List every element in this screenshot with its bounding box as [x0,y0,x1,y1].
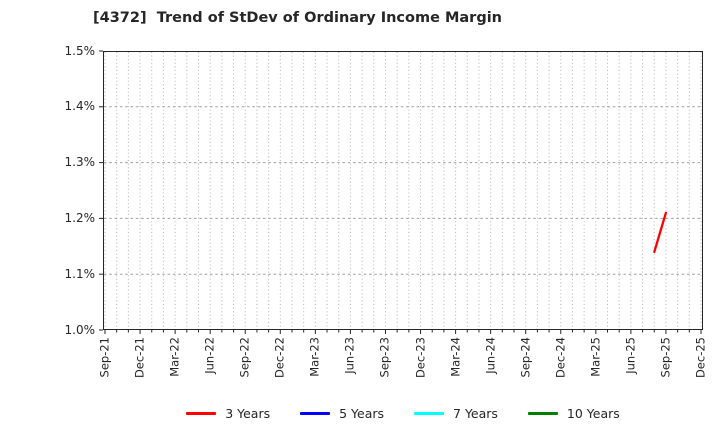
y-tick-label: 1.2% [64,210,96,225]
legend-line-5-years [300,412,331,415]
legend-item-10-years: 10 Years [527,406,620,421]
x-tick-label: Jun-25 [623,337,638,374]
vertical-gridlines [104,52,702,329]
y-tick-label: 1.0% [64,322,96,337]
y-tick-label: 1.5% [64,43,96,58]
legend-item-5-years: 5 Years [300,406,384,421]
x-tick-label: Mar-23 [307,337,322,377]
x-tick-label: Sep-23 [377,337,392,378]
axis-ticks [99,50,702,334]
legend-line-3-years [186,412,217,415]
x-tick-label: Mar-24 [448,337,463,377]
legend: 3 Years 5 Years 7 Years 10 Years [103,406,703,421]
y-tick-label: 1.4% [64,99,96,114]
x-tick-label: Mar-25 [588,337,603,377]
legend-item-7-years: 7 Years [414,406,498,421]
legend-item-3-years: 3 Years [186,406,270,421]
legend-line-7-years [414,412,445,415]
series-line-3-years [653,211,668,254]
x-tick-label: Jun-24 [483,337,498,374]
x-tick-label: Sep-24 [518,337,533,378]
x-tick-label: Dec-22 [272,337,287,379]
legend-label: 5 Years [339,406,385,421]
x-tick-label: Dec-23 [413,337,428,379]
legend-line-10-years [527,412,558,415]
legend-label: 3 Years [225,406,271,421]
x-tick-label: Sep-21 [97,337,112,378]
plot-canvas [99,50,703,334]
legend-label: 7 Years [453,406,498,421]
x-tick-label: Jun-23 [342,337,357,374]
x-tick-label: Sep-25 [658,337,673,378]
x-tick-label: Dec-24 [553,337,568,379]
chart-title: [4372] Trend of StDev of Ordinary Income… [93,10,503,26]
legend-label: 10 Years [566,406,620,421]
horizontal-gridlines [104,106,702,275]
plot-border [103,51,703,330]
x-tick-label: Dec-21 [132,337,147,379]
y-tick-label: 1.1% [64,266,96,281]
plot-area [99,50,703,334]
x-tick-label: Dec-25 [693,337,708,379]
x-tick-label: Jun-22 [202,337,217,374]
y-tick-label: 1.3% [64,155,96,170]
x-tick-label: Sep-22 [237,337,252,378]
x-tick-label: Mar-22 [167,337,182,377]
